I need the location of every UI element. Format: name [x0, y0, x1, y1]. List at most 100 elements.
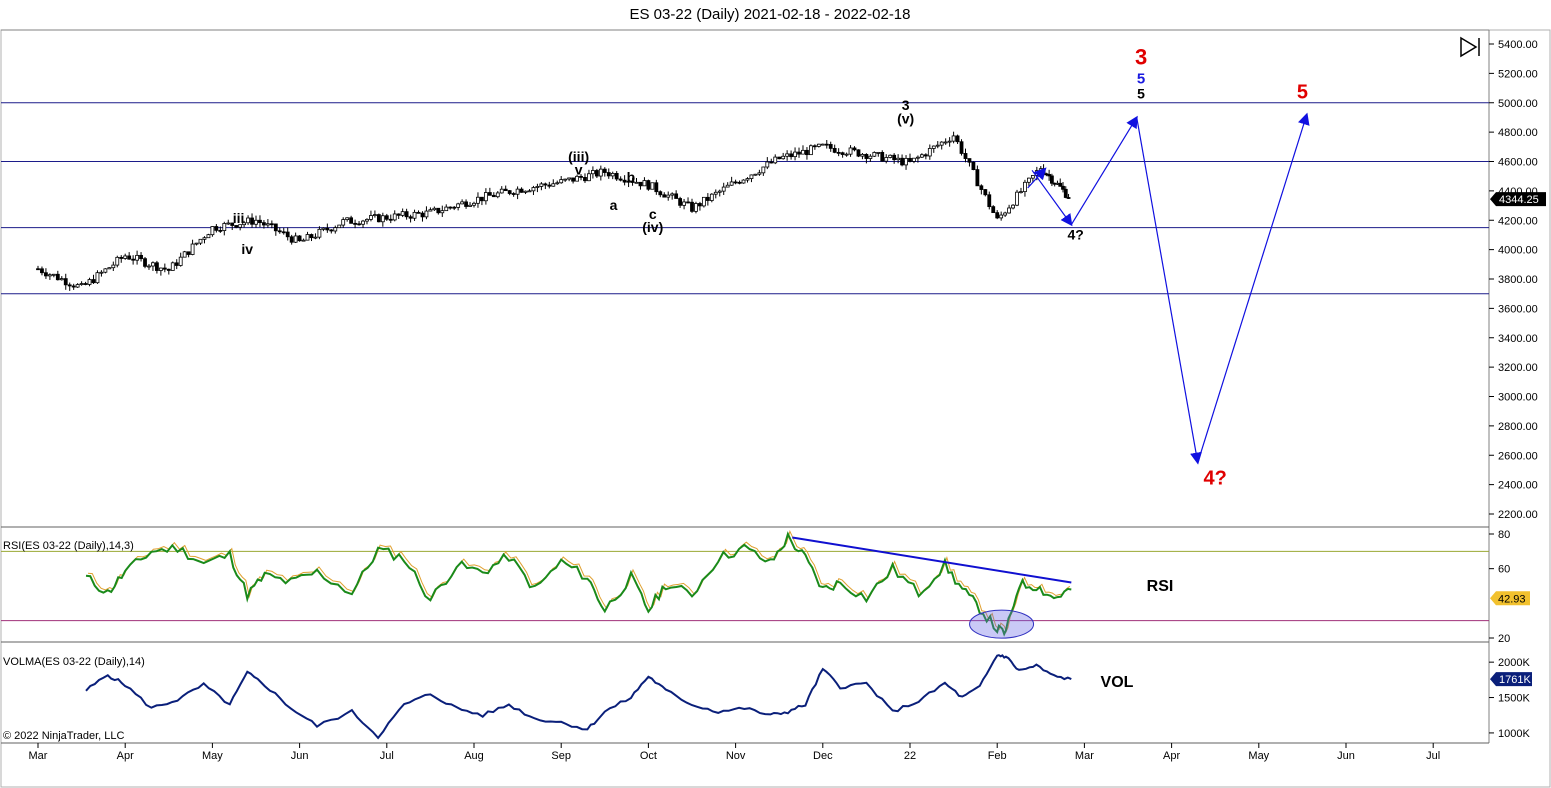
price-candle-body	[242, 222, 247, 226]
price-candle-body	[908, 157, 912, 162]
price-candle-body	[927, 148, 932, 157]
price-candle-body	[107, 267, 112, 270]
price-candle-body	[951, 135, 956, 142]
price-candle-body	[273, 223, 278, 232]
price-candle-body	[943, 141, 948, 144]
price-candle-body	[400, 211, 405, 216]
price-candle-body	[713, 191, 718, 195]
price-candle-body	[476, 196, 480, 204]
x-tick-label: Aug	[464, 750, 484, 762]
price-candle-body	[432, 207, 437, 211]
price-candle-body	[610, 172, 615, 177]
price-candle-body	[737, 181, 742, 184]
price-candle-body	[444, 206, 449, 212]
price-candle-body	[44, 272, 48, 277]
price-candle-body	[872, 152, 877, 157]
x-tick-label: Sep	[551, 750, 571, 762]
price-candle-body	[923, 154, 928, 157]
chart-frame	[0, 29, 1551, 788]
price-candle-body	[345, 217, 350, 220]
price-candle-body	[214, 226, 219, 231]
price-candle-body	[452, 206, 457, 209]
price-candle-body	[365, 218, 369, 222]
price-candle-body	[487, 192, 492, 196]
price-candle-body	[416, 211, 421, 214]
price-candle-body	[670, 193, 675, 196]
price-series	[36, 131, 1071, 291]
price-candle-body	[919, 154, 924, 158]
forecast-label: 5	[1297, 81, 1308, 103]
price-candle-body	[143, 258, 147, 267]
price-candle-body	[158, 267, 163, 271]
price-candle-body	[717, 190, 722, 193]
price-candle-body	[963, 153, 968, 159]
price-candle-body	[686, 201, 690, 204]
price-candle-body	[1066, 197, 1071, 199]
price-candle-body	[698, 203, 702, 207]
price-candle-body	[896, 157, 901, 161]
price-candle-body	[186, 251, 191, 255]
price-candle-body	[182, 251, 187, 258]
price-candle-body	[396, 213, 401, 216]
rsi-line	[85, 531, 1072, 637]
price-candle-body	[472, 202, 476, 206]
price-candle-body	[361, 220, 365, 225]
price-candle-body	[567, 177, 572, 180]
volma-panel-label: VOLMA(ES 03-22 (Daily),14)	[3, 656, 145, 668]
wave-label: c	[649, 206, 657, 222]
price-candle-body	[662, 194, 667, 198]
price-candle-body	[198, 238, 203, 244]
price-candle-body	[388, 218, 393, 221]
price-tick-label: 2200.00	[1498, 509, 1538, 521]
price-candle-body	[797, 151, 801, 155]
price-candle-body	[468, 204, 472, 207]
forecast-arrow	[1197, 112, 1310, 463]
x-tick-label: Mar	[29, 750, 48, 762]
price-candle-body	[781, 155, 786, 160]
price-candle-body	[139, 254, 143, 260]
price-candle-body	[269, 223, 274, 226]
price-candle-body	[305, 234, 310, 241]
price-candle-body	[420, 212, 425, 218]
x-tick-label: Apr	[117, 750, 134, 762]
price-candle-body	[678, 198, 683, 206]
price-candle-body	[690, 201, 694, 212]
price-candle-body	[999, 214, 1004, 219]
price-candle-body	[333, 227, 338, 232]
rsi-levels	[1, 550, 1489, 622]
price-candle-body	[971, 161, 976, 171]
price-candle-body	[380, 215, 385, 223]
price-candle-body	[36, 268, 40, 271]
volma-series	[85, 654, 1072, 740]
x-tick-label: Jun	[291, 750, 309, 762]
price-tick-label: 5200.00	[1498, 68, 1538, 80]
price-candle-body	[392, 213, 397, 221]
price-candle-body	[523, 190, 528, 193]
wave-label: v	[575, 162, 583, 178]
price-candle-body	[349, 217, 354, 224]
price-tick-label: 2600.00	[1498, 450, 1538, 462]
rsi-y-axis: 80 60 20	[1489, 529, 1510, 645]
price-candle-body	[483, 192, 488, 202]
price-candle-body	[785, 153, 790, 157]
x-tick-label: Dec	[813, 750, 833, 762]
price-candle-body	[991, 206, 996, 214]
price-candle-body	[729, 181, 734, 186]
play-step-icon[interactable]	[1460, 36, 1480, 58]
price-candle-body	[341, 219, 346, 226]
price-candle-body	[412, 211, 417, 219]
last-price-tag: 4344.25	[1490, 192, 1546, 207]
price-candle-body	[642, 180, 647, 187]
price-candle-body	[551, 183, 556, 187]
price-candle-body	[769, 161, 774, 164]
price-candle-body	[761, 166, 766, 174]
forecast-arrow	[1136, 117, 1202, 465]
price-candle-body	[725, 184, 730, 188]
price-tick-label: 3600.00	[1498, 303, 1538, 315]
price-candle-body	[745, 178, 750, 181]
price-candle-body	[234, 225, 239, 228]
price-candle-body	[912, 157, 916, 162]
